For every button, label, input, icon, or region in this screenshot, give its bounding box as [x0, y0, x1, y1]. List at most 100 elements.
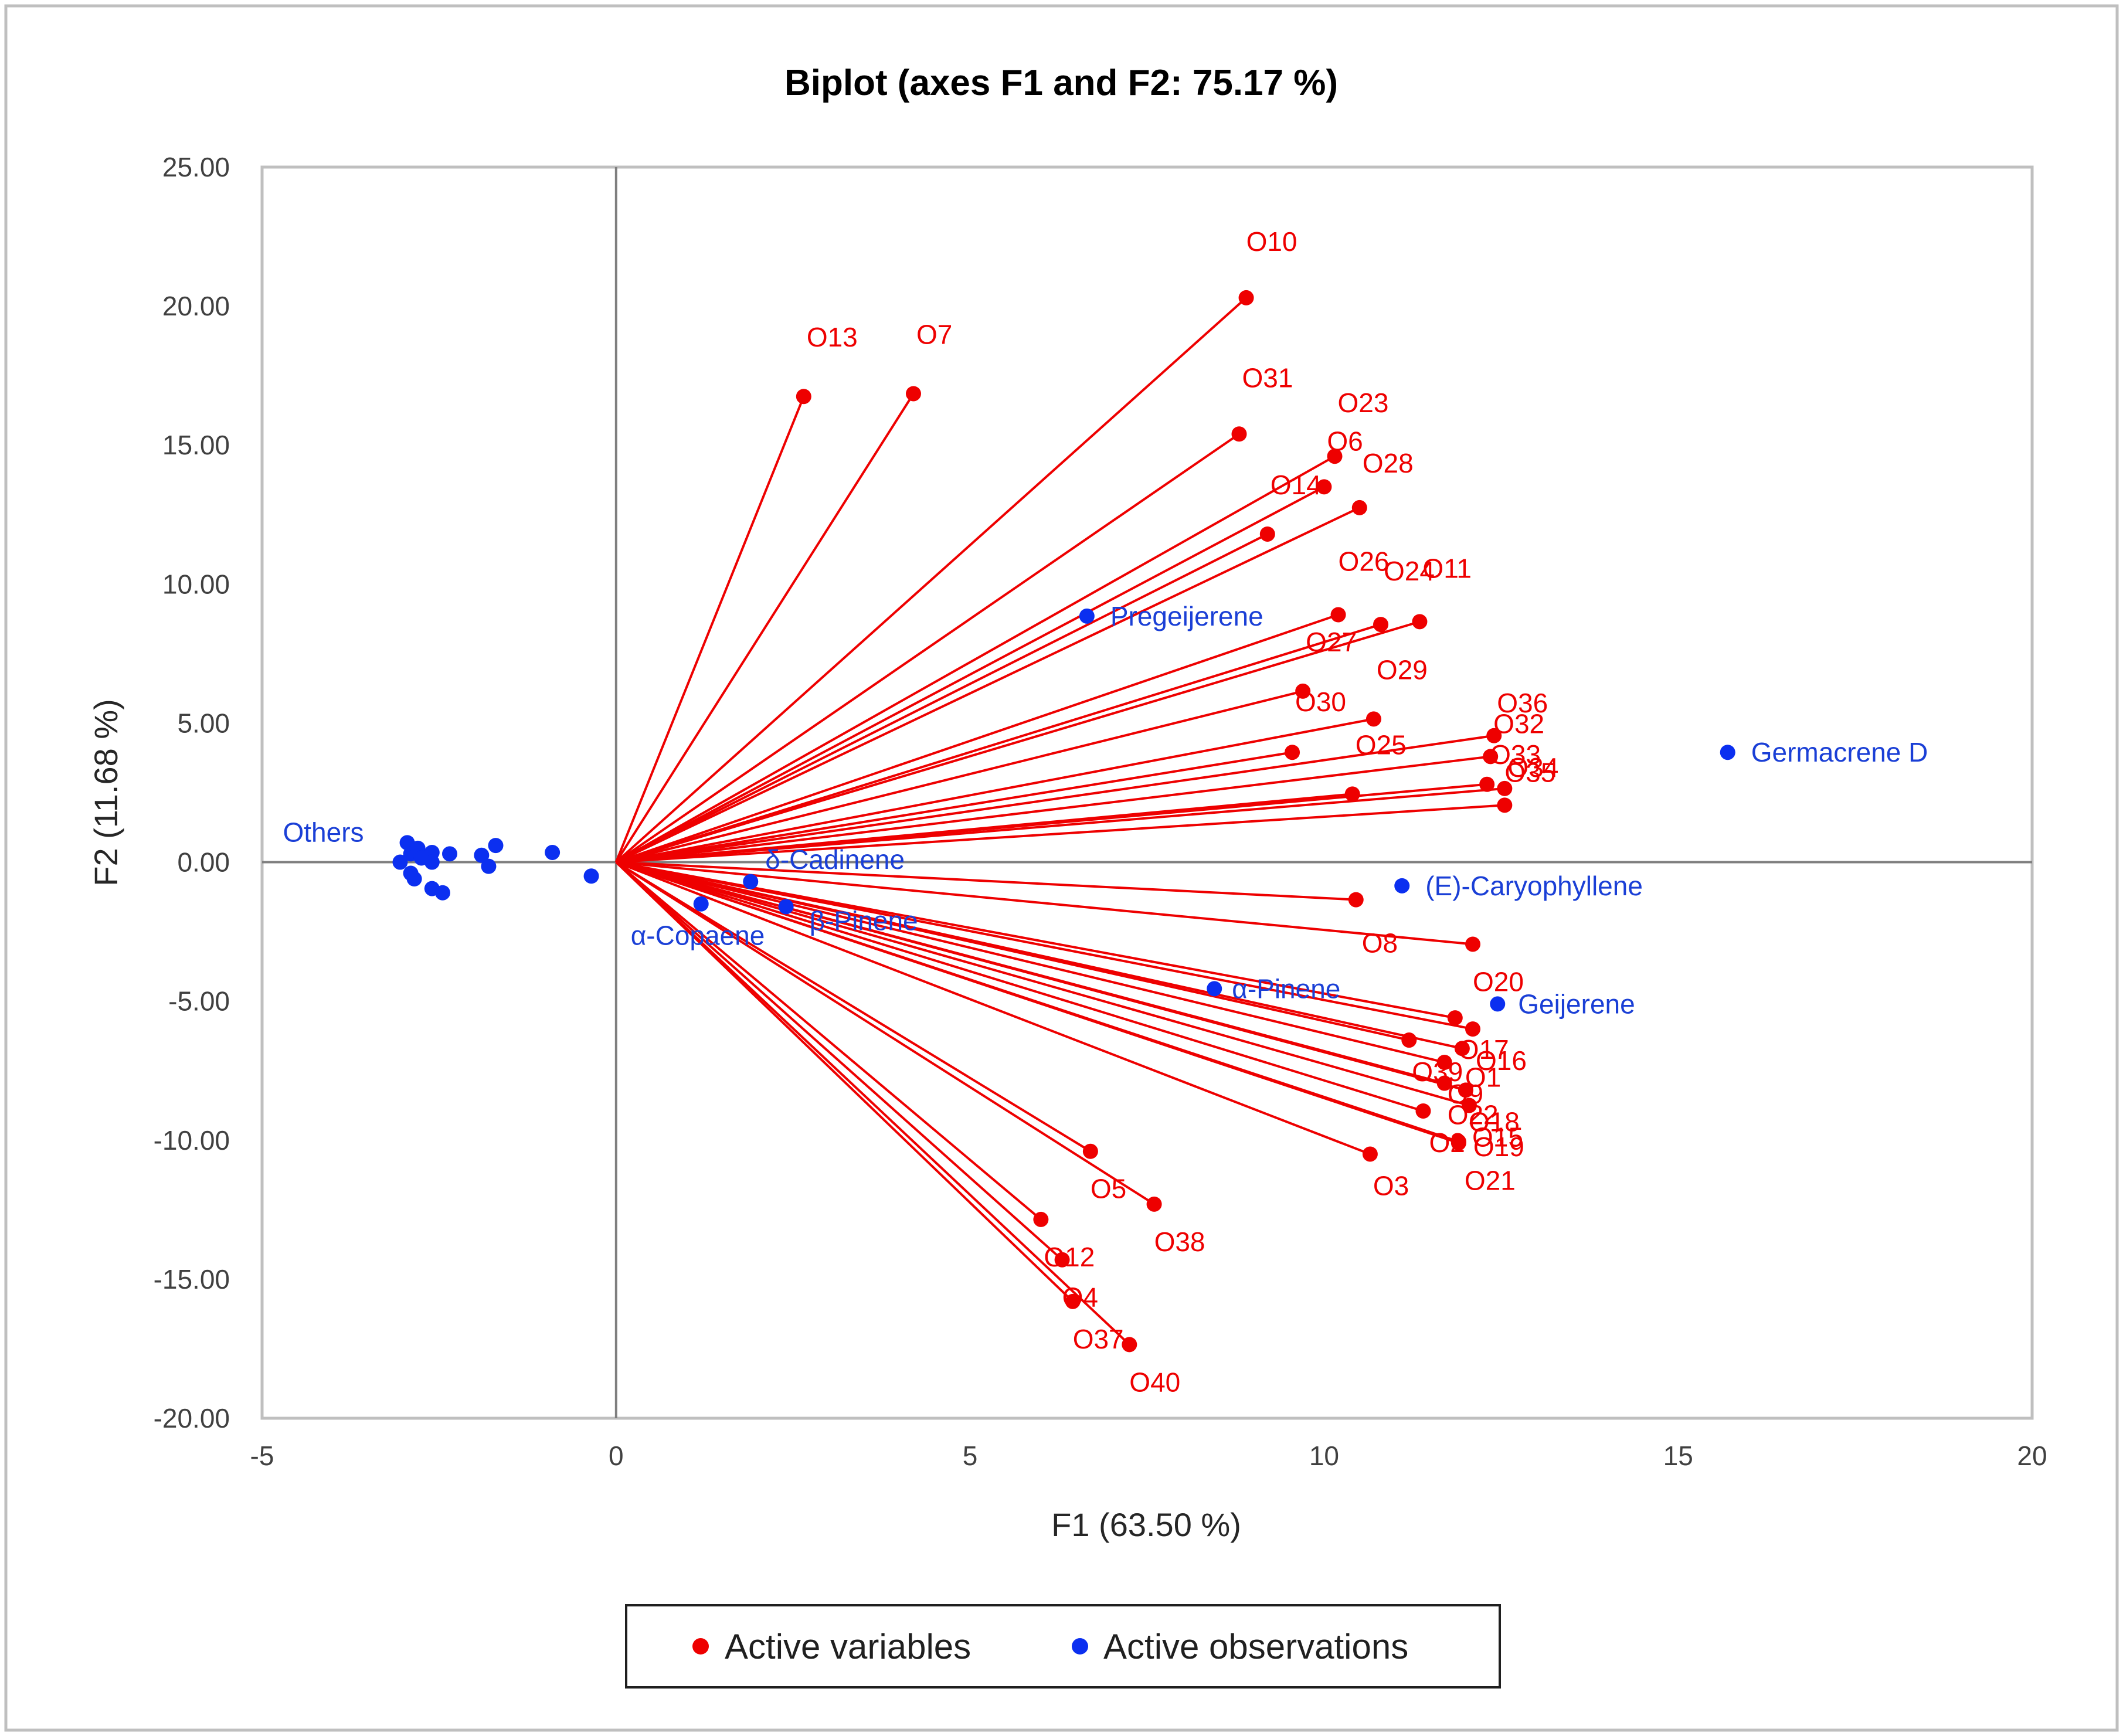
variable-point-o40: [1122, 1337, 1137, 1353]
variable-label-o18: O18: [1469, 1106, 1520, 1137]
vector-o16: [616, 861, 1473, 1031]
variable-point-o17: [1447, 1010, 1463, 1026]
observation-point-22: [481, 858, 497, 874]
vector-o34: [616, 787, 1505, 864]
variable-point-o8: [1348, 892, 1364, 908]
observation-label-copaene: α-Copaene: [631, 920, 765, 951]
variable-point-o27: [1295, 683, 1311, 699]
variable-point-o26: [1330, 607, 1346, 623]
variable-label-o11: O11: [1422, 553, 1472, 583]
vector-o7: [615, 393, 915, 863]
variable-label-o40: O40: [1129, 1367, 1180, 1397]
vector-o13: [614, 396, 805, 863]
observation-point-20: [474, 847, 490, 863]
observation-label-germacrene-d: Germacrene D: [1751, 737, 1928, 767]
observation-label-others: Others: [283, 817, 364, 848]
vector-o1: [616, 861, 1463, 1050]
vector-o38: [615, 861, 1155, 1205]
observation-point-germacrene-d: [1720, 745, 1735, 760]
y-tick-label: 10.00: [162, 569, 230, 599]
variable-label-o7: O7: [916, 319, 952, 349]
vector-o14: [615, 533, 1268, 864]
observation-label-e-caryophyllene: (E)-Caryophyllene: [1425, 871, 1643, 901]
vector-o12: [615, 861, 1042, 1221]
variable-label-o13: O13: [807, 322, 858, 352]
observation-point-cadinene: [743, 874, 759, 889]
y-tick-label: 20.00: [162, 291, 230, 321]
variable-label-o31: O31: [1242, 362, 1293, 393]
variable-point-o30: [1285, 745, 1300, 760]
variable-point-o16: [1465, 1021, 1480, 1037]
variable-point-o28: [1351, 500, 1367, 515]
variable-label-o30: O30: [1295, 687, 1346, 717]
vector-o6: [615, 485, 1325, 864]
variable-point-o7: [905, 386, 921, 402]
variable-point-o23: [1327, 449, 1343, 464]
vector-o11: [616, 620, 1420, 864]
legend-label-variables: Active variables: [725, 1627, 971, 1666]
x-tick-label: 5: [963, 1441, 978, 1471]
y-tick-label: 0.00: [177, 847, 230, 878]
variable-label-o19: O19: [1473, 1132, 1524, 1162]
variable-point-o18: [1458, 1082, 1473, 1098]
variable-point-o38: [1146, 1196, 1162, 1212]
variable-point-o11: [1412, 614, 1428, 630]
observation-label-pregeijerene: Pregeijerene: [1110, 601, 1263, 631]
variable-point-o33: [1479, 776, 1495, 792]
observation-point-others: [392, 854, 408, 870]
variable-label-o8: O8: [1362, 928, 1398, 959]
variable-label-o6: O6: [1327, 426, 1363, 456]
x-tick-label: 20: [2017, 1441, 2047, 1471]
variable-point-o37: [1065, 1293, 1081, 1309]
observation-point-pinene: [778, 899, 794, 915]
vector-o23: [615, 455, 1336, 864]
outer-frame: [4, 4, 2119, 1732]
legend-box: [625, 1604, 1501, 1689]
variable-point-o31: [1231, 426, 1247, 442]
variable-label-o12: O12: [1044, 1242, 1095, 1272]
observation-label-cadinene: δ-Cadinene: [765, 844, 905, 875]
y-tick-label: -15.00: [154, 1264, 230, 1295]
observation-point-16: [406, 871, 422, 887]
vector-o29: [616, 718, 1374, 864]
y-tick-label: 5.00: [177, 708, 230, 738]
vector-o18: [616, 861, 1466, 1092]
variable-point-o36: [1486, 728, 1502, 743]
vector-o30: [616, 751, 1293, 864]
variable-point-o9: [1436, 1054, 1452, 1070]
variable-vectors: [614, 297, 1505, 1346]
variable-label-o25: O25: [1356, 729, 1407, 760]
variable-point-o35: [1497, 797, 1513, 813]
observation-point-19: [442, 846, 458, 862]
variable-point-o21: [1451, 1135, 1466, 1151]
variable-label-o39: O39: [1412, 1056, 1463, 1087]
x-tick-label: 10: [1309, 1441, 1339, 1471]
variable-label-o1: O1: [1465, 1062, 1501, 1092]
observation-point-pregeijerene: [1079, 608, 1095, 624]
observation-point-21: [488, 838, 504, 854]
vector-o9: [616, 861, 1445, 1064]
observation-point-18: [434, 885, 450, 901]
observation-label-pinene: β-Pinene: [810, 905, 918, 936]
variable-label-o35: O35: [1504, 757, 1555, 787]
plot-area-frame: [260, 165, 2034, 1420]
variable-label-o26: O26: [1339, 546, 1390, 576]
observation-point-23: [545, 844, 561, 860]
x-tick-label: 0: [609, 1441, 624, 1471]
variable-label-o14: O14: [1271, 470, 1322, 500]
variable-point-o25: [1344, 786, 1360, 802]
vector-o4: [615, 861, 1063, 1261]
observation-point-pinene: [1207, 981, 1222, 997]
observation-point-24: [583, 868, 599, 884]
vector-o28: [615, 507, 1360, 864]
variable-label-o20: O20: [1473, 966, 1524, 997]
variable-label-o22: O22: [1448, 1100, 1499, 1130]
observation-point-copaene: [693, 896, 709, 912]
variable-label-o29: O29: [1377, 654, 1428, 685]
vector-o32: [616, 755, 1491, 864]
variable-label-o21: O21: [1465, 1166, 1516, 1196]
variable-point-o4: [1054, 1252, 1070, 1268]
vector-o17: [616, 861, 1456, 1020]
